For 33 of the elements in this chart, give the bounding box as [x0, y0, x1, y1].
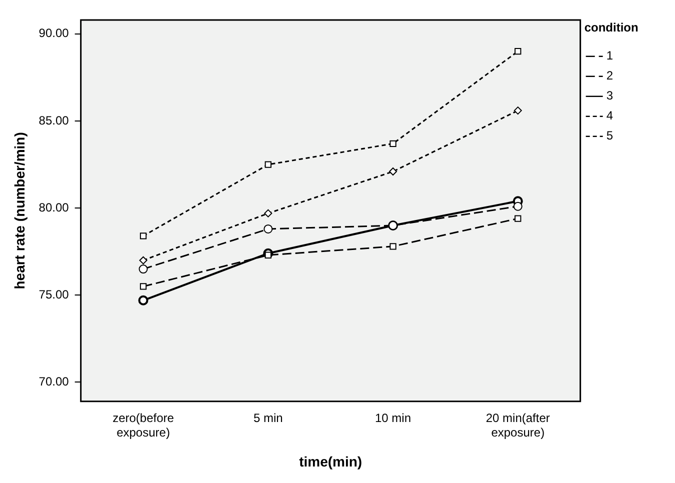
point: [140, 232, 147, 240]
point: [264, 224, 273, 234]
point: [138, 264, 148, 274]
legend-label: 3: [606, 88, 614, 103]
point: [514, 215, 522, 222]
point: [513, 202, 522, 211]
y-tick-label: 90.00: [38, 26, 70, 40]
y-axis-title: heart rate (number/min): [11, 132, 28, 290]
x-tick-label: 20 min(after exposure): [486, 410, 550, 440]
x-tick-label: 5 min: [253, 410, 283, 425]
legend-label: 2: [606, 68, 614, 83]
point: [514, 48, 522, 55]
legend-label: 4: [606, 108, 614, 123]
x-axis-title: time(min): [299, 453, 362, 470]
y-tick-label: 80.00: [38, 200, 70, 214]
legend-label: 1: [606, 48, 614, 63]
point: [388, 221, 398, 230]
point: [264, 161, 272, 168]
y-tick-label: 85.00: [38, 113, 70, 128]
point: [264, 209, 272, 218]
point: [389, 168, 398, 176]
x-tick-label: zero(before exposure): [112, 410, 174, 440]
point: [514, 106, 522, 115]
point: [138, 295, 148, 306]
legend-label: 5: [606, 128, 614, 143]
x-tick-label: 10 min: [375, 410, 412, 425]
legend-title: condition: [584, 20, 638, 34]
point: [140, 283, 147, 290]
y-tick-label: 70.00: [38, 374, 70, 389]
point: [390, 140, 396, 147]
y-tick-label: 75.00: [38, 287, 70, 302]
point: [139, 256, 148, 264]
point: [390, 243, 396, 250]
